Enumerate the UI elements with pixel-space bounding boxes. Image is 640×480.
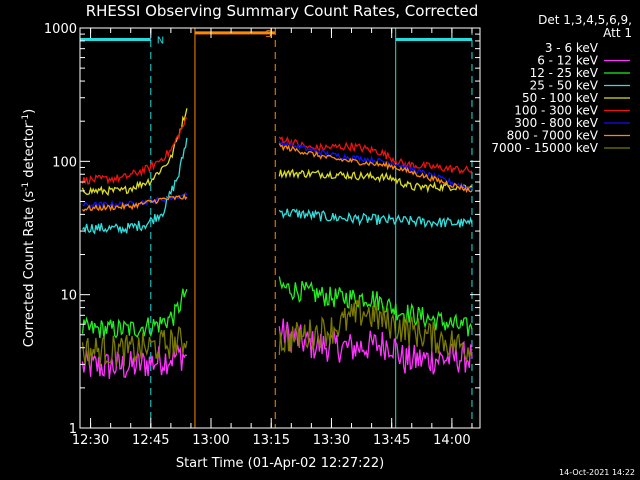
legend-label: 25 - 50 keV <box>530 79 599 93</box>
series-line <box>81 137 188 235</box>
series-line <box>278 298 473 362</box>
series-line <box>278 168 473 194</box>
x-tick-label: 13:00 <box>192 433 229 448</box>
series-line <box>278 276 473 337</box>
chart-title: RHESSI Observing Summary Count Rates, Co… <box>86 2 479 20</box>
series-lines <box>81 108 473 379</box>
y-axis-label: Corrected Count Rate (s-1 detector-1) <box>21 109 37 347</box>
series-line <box>278 143 473 194</box>
y-tick-label: 100 <box>52 155 77 170</box>
series-line <box>82 193 188 212</box>
legend-label: 6 - 12 keV <box>537 54 599 68</box>
series-line <box>81 344 188 379</box>
time-markers <box>79 28 473 428</box>
attenuator-bars: NS <box>80 29 472 46</box>
bar-label-n: N <box>157 35 164 46</box>
footer-date: 14-Oct-2021 14:22 <box>559 468 635 477</box>
x-axis-label: Start Time (01-Apr-02 12:27:22) <box>176 456 384 471</box>
series-line <box>278 136 473 175</box>
x-tick-label: 13:15 <box>253 433 290 448</box>
legend-label: 50 - 100 keV <box>522 91 599 105</box>
series-line <box>81 116 188 185</box>
legend-header-2: Att 1 <box>603 26 632 40</box>
x-tick-label: 13:30 <box>313 433 350 448</box>
y-tick-label: 1 <box>69 422 77 437</box>
x-tick-label: 14:00 <box>433 433 470 448</box>
x-axis-ticks: 12:30 12:45 13:00 13:15 13:30 13:45 14:00 <box>72 28 473 448</box>
legend-label: 12 - 25 keV <box>530 66 599 80</box>
series-line <box>278 140 473 191</box>
y-tick-label: 1000 <box>44 22 77 37</box>
legend-label: 800 - 7000 keV <box>507 129 599 143</box>
plot-frame <box>79 27 481 429</box>
series-line <box>81 108 188 197</box>
x-tick-label: 12:45 <box>132 433 169 448</box>
series-line <box>278 208 473 229</box>
y-tick-label: 10 <box>60 289 77 304</box>
x-tick-label: 12:30 <box>72 433 109 448</box>
legend-label: 3 - 6 keV <box>545 41 599 55</box>
series-line <box>81 326 188 367</box>
legend-label: 7000 - 15000 keV <box>491 141 598 155</box>
legend-header-1: Det 1,3,4,5,6,9, <box>538 13 632 27</box>
y-axis-ticks: 1 10 100 1000 <box>44 22 480 437</box>
legend-label: 100 - 300 keV <box>514 104 598 118</box>
legend-label: 300 - 800 keV <box>514 116 598 130</box>
series-line <box>278 318 473 375</box>
x-tick-label: 13:45 <box>373 433 410 448</box>
bar-label-s: S <box>265 29 271 40</box>
series-line <box>81 288 188 340</box>
